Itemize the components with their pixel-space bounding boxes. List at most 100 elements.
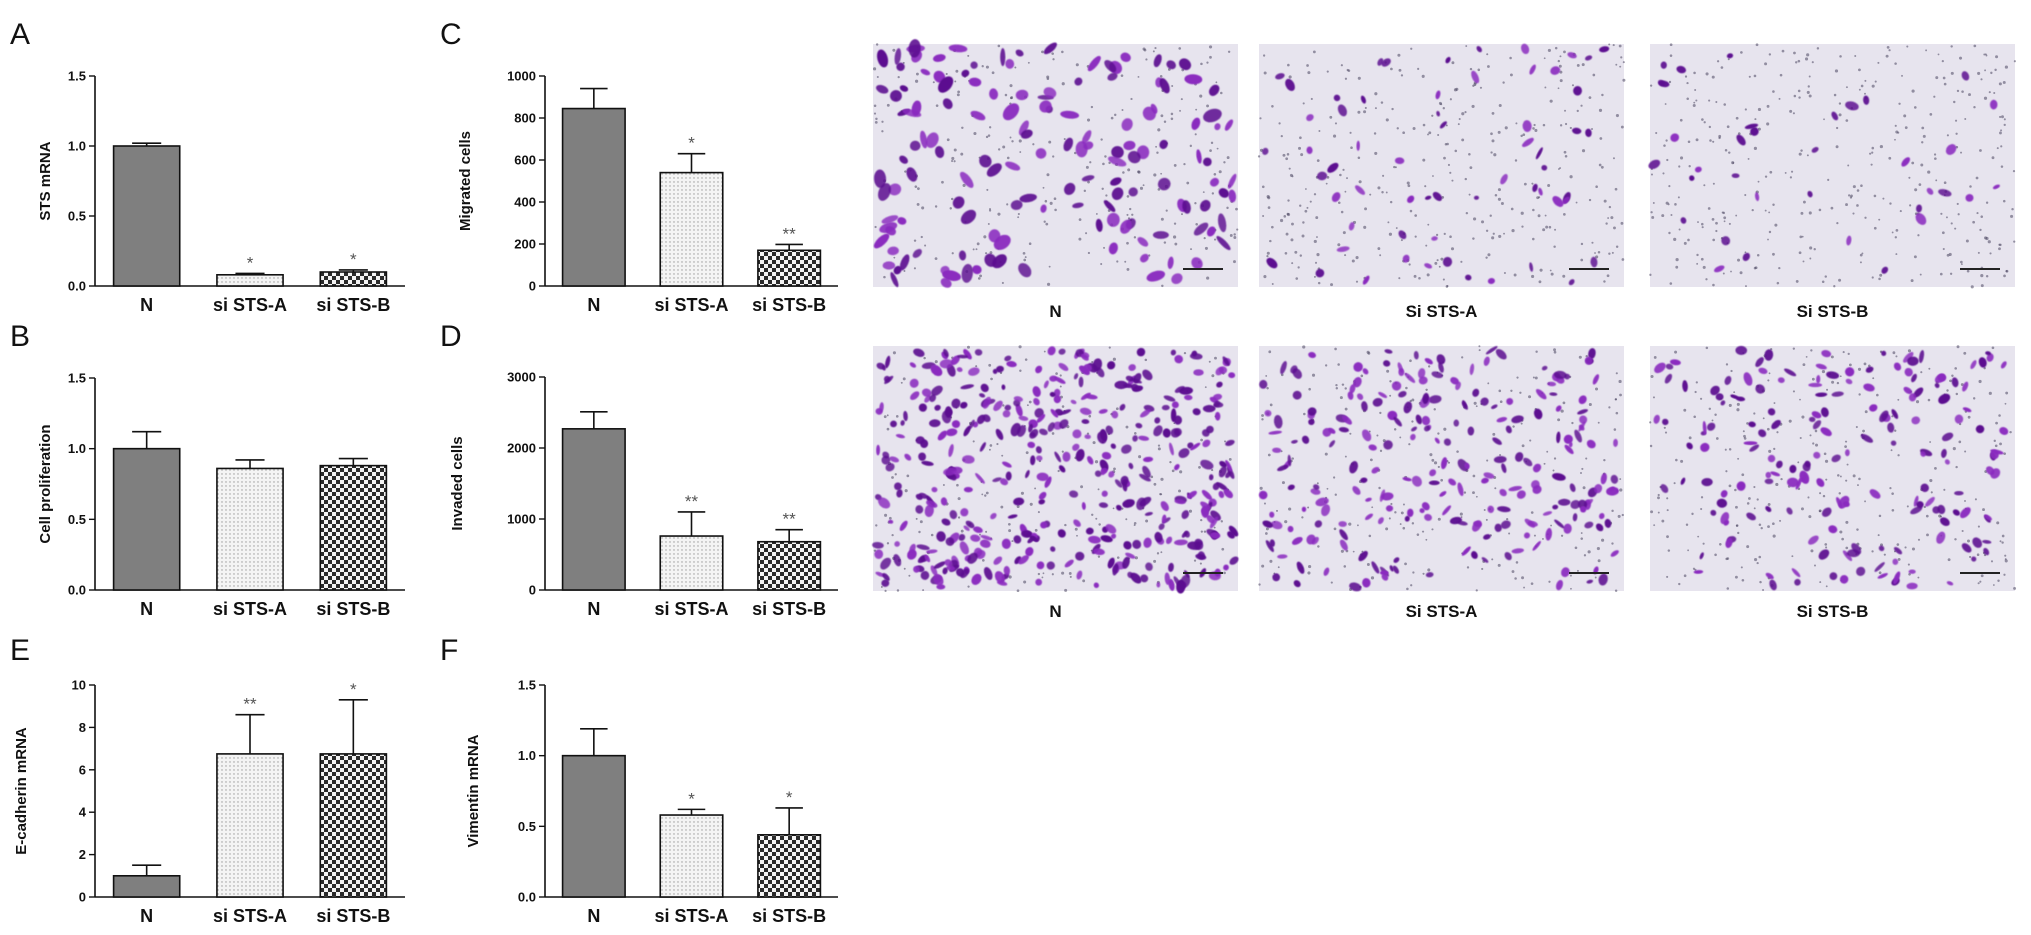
membrane-pore: [1317, 545, 1320, 548]
membrane-pore: [1715, 229, 1718, 233]
membrane-pore: [934, 257, 938, 261]
stained-cell: [1333, 94, 1341, 102]
membrane-pore: [1708, 125, 1712, 129]
stained-cell: [1487, 505, 1495, 514]
membrane-pore: [1955, 392, 1959, 396]
membrane-pore: [1284, 520, 1288, 524]
membrane-pore: [1911, 89, 1915, 93]
stained-cell: [1174, 464, 1180, 471]
membrane-pore: [1964, 500, 1966, 502]
membrane-pore: [1857, 367, 1862, 371]
membrane-pore: [1860, 84, 1864, 88]
membrane-pore: [1027, 61, 1030, 64]
stained-cell: [1491, 404, 1498, 409]
stained-cell: [1795, 477, 1802, 490]
membrane-pore: [1173, 222, 1177, 225]
membrane-pore: [1737, 132, 1741, 135]
membrane-pore: [1510, 389, 1513, 392]
membrane-pore: [1768, 449, 1772, 453]
stained-cell: [1171, 401, 1179, 409]
stained-cell: [1483, 356, 1490, 366]
membrane-pore: [1615, 411, 1619, 415]
membrane-pore: [1115, 407, 1119, 411]
membrane-pore: [1728, 403, 1732, 407]
membrane-pore: [1795, 61, 1798, 64]
membrane-pore: [1001, 454, 1004, 457]
y-tick-label: 0.5: [518, 819, 536, 834]
membrane-pore: [1582, 486, 1586, 490]
stained-cell: [1716, 498, 1728, 508]
membrane-pore: [1984, 69, 1987, 72]
membrane-pore: [1538, 280, 1542, 284]
stained-cell: [962, 455, 975, 464]
stained-cell: [1203, 108, 1222, 123]
membrane-pore: [1608, 252, 1611, 255]
stained-cell: [1161, 514, 1167, 524]
membrane-pore: [1594, 576, 1597, 579]
stained-cell: [1784, 368, 1797, 377]
membrane-pore: [1678, 582, 1681, 586]
membrane-pore: [1746, 545, 1750, 549]
membrane-pore: [1172, 235, 1177, 239]
membrane-pore: [1178, 47, 1182, 50]
membrane-pore: [1956, 202, 1959, 206]
stained-cell: [1121, 118, 1133, 131]
stained-cell: [1132, 539, 1142, 549]
stained-cell: [1983, 547, 1990, 556]
stained-cell: [926, 549, 938, 554]
membrane-pore: [1087, 180, 1090, 184]
membrane-pore: [1486, 459, 1489, 462]
membrane-pore: [1208, 360, 1211, 363]
membrane-pore: [985, 530, 988, 533]
membrane-pore: [984, 494, 987, 497]
stained-cell: [903, 410, 908, 422]
membrane-pore: [1105, 194, 1108, 197]
membrane-pore: [1542, 228, 1546, 232]
stained-cell: [1457, 482, 1464, 497]
stained-cell: [1087, 56, 1101, 72]
membrane-pore: [1410, 47, 1413, 50]
membrane-pore: [1933, 95, 1936, 98]
micrograph-label: N: [1049, 602, 1061, 621]
membrane-pore: [1145, 58, 1148, 61]
stained-cell: [1765, 572, 1774, 580]
stained-cell: [1190, 442, 1201, 451]
membrane-pore: [1856, 189, 1860, 192]
stained-cell: [1908, 393, 1917, 402]
stained-cell: [970, 61, 978, 69]
membrane-pore: [1306, 64, 1309, 67]
stained-cell: [1110, 443, 1116, 449]
membrane-pore: [1810, 349, 1813, 352]
membrane-pore: [1827, 178, 1830, 181]
stained-cell: [1160, 501, 1169, 512]
stained-cell: [1104, 60, 1117, 73]
membrane-pore: [1824, 543, 1828, 546]
membrane-pore: [1980, 78, 1983, 81]
membrane-pore: [1131, 213, 1134, 216]
stained-cell: [1694, 166, 1702, 173]
membrane-pore: [1406, 587, 1409, 591]
stained-cell: [990, 512, 997, 520]
membrane-pore: [1497, 197, 1501, 201]
stained-cell: [965, 520, 975, 529]
membrane-pore: [1206, 104, 1210, 108]
membrane-pore: [1110, 116, 1114, 120]
stained-cell: [882, 573, 890, 581]
membrane-pore: [1347, 69, 1351, 72]
stained-cell: [1419, 508, 1425, 514]
stained-cell: [1660, 61, 1667, 69]
membrane-pore: [1402, 131, 1406, 135]
membrane-pore: [1800, 211, 1804, 215]
membrane-pore: [1425, 244, 1428, 247]
membrane-pore: [875, 43, 879, 46]
micrograph-migration-3: Si STS-B: [1648, 43, 2016, 321]
stained-cell: [1210, 177, 1219, 187]
membrane-pore: [1995, 421, 1998, 425]
membrane-pore: [1041, 50, 1044, 54]
membrane-pore: [1395, 227, 1398, 229]
stained-cell: [944, 406, 953, 418]
membrane-pore: [1559, 167, 1562, 170]
membrane-pore: [1951, 374, 1954, 377]
membrane-pore: [1923, 505, 1926, 509]
membrane-pore: [1737, 258, 1741, 262]
